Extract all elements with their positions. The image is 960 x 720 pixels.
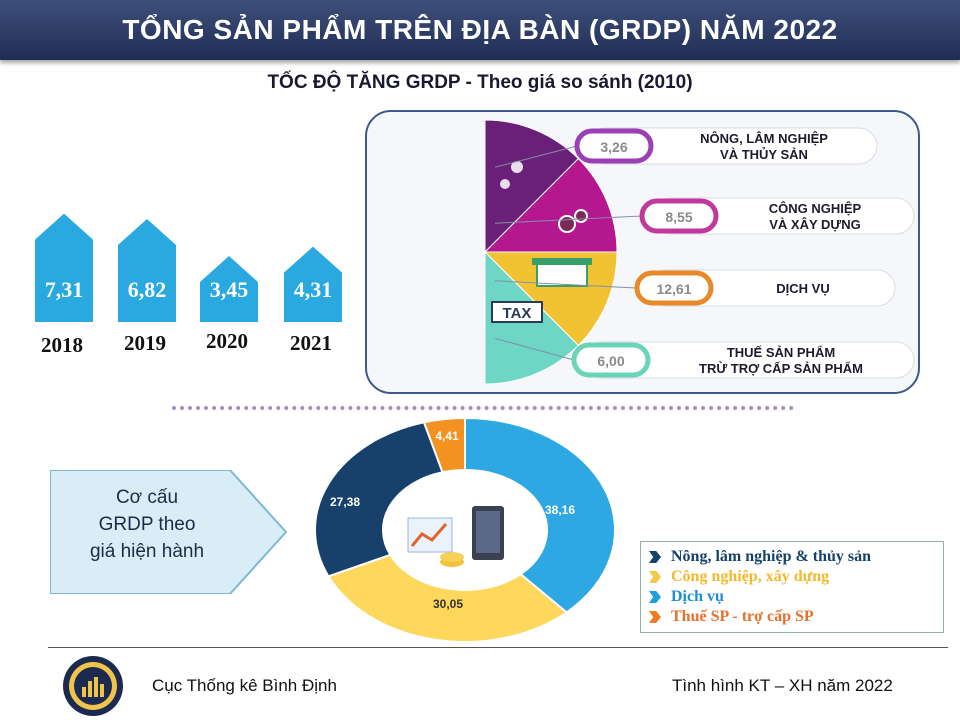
grdp-structure-donut: 38,16 30,05 27,38 4,41 <box>314 416 616 643</box>
legend-marker-icon <box>649 591 661 603</box>
bar-value-label: 3,45 <box>210 277 249 302</box>
sector-slice <box>483 157 618 253</box>
donut-value-label: 38,16 <box>545 503 575 517</box>
page-title: TỔNG SẢN PHẨM TRÊN ĐỊA BÀN (GRDP) NĂM 20… <box>122 14 838 45</box>
sector-name-label: VÀ XÂY DỰNG <box>769 217 860 232</box>
donut-slice <box>314 421 444 578</box>
legend-label: Dịch vụ <box>671 588 724 605</box>
shop-icon <box>536 263 588 287</box>
donut-value-label: 4,41 <box>435 429 459 443</box>
legend-label: Nông, lâm nghiệp & thủy sản <box>671 548 872 565</box>
bar-arrow <box>118 218 176 322</box>
sector-name-label: TRỪ TRỢ CẤP SẢN PHẨM <box>699 361 863 376</box>
sector-value-label: 8,55 <box>665 209 692 225</box>
bar-value-label: 4,31 <box>294 277 333 302</box>
donut-value-label: 30,05 <box>433 597 463 611</box>
shop-icon <box>532 258 592 265</box>
structure-callout: Cơ cấu GRDP theo giá hiện hành <box>52 484 242 565</box>
bar-value-label: 7,31 <box>45 277 84 302</box>
bar-year-label: 2021 <box>290 331 332 355</box>
connector-line <box>494 215 643 224</box>
sector-slice <box>484 119 580 254</box>
sector-name-label: NÔNG, LÂM NGHIỆP <box>700 131 828 146</box>
legend-item: Thuế SP - trợ cấp SP <box>649 607 935 627</box>
footer-report-title: Tình hình KT – XH năm 2022 <box>672 676 893 695</box>
donut-value-label: 27,38 <box>330 495 360 509</box>
legend-marker-icon <box>649 571 661 583</box>
donut-legend: Nông, lâm nghiệp & thủy sản Công nghiệp,… <box>640 541 944 633</box>
gear-icon <box>574 209 588 223</box>
legend-item: Nông, lâm nghiệp & thủy sản <box>649 547 935 567</box>
coin-icon <box>440 552 464 562</box>
legend-item: Công nghiệp, xây dựng <box>649 567 935 587</box>
legend-marker-icon <box>649 551 661 563</box>
chart-subtitle: TỐC ĐỘ TĂNG GRDP - Theo giá so sánh (201… <box>267 72 693 93</box>
tax-icon <box>491 301 543 323</box>
bar-arrow <box>35 213 93 322</box>
bar-value-label: 6,82 <box>128 277 167 302</box>
people-icon <box>500 179 510 189</box>
dotted-divider <box>172 406 794 410</box>
sector-value-badge <box>639 198 719 234</box>
sector-value-label: 3,26 <box>600 139 627 155</box>
callout-line: GRDP theo <box>98 514 196 535</box>
callout-line: giá hiện hành <box>89 541 205 562</box>
statistics-office-logo <box>63 656 123 716</box>
gear-icon <box>558 215 576 233</box>
connector-line <box>494 280 638 289</box>
footer-divider <box>48 647 948 648</box>
tax-icon-label: TAX <box>503 305 532 322</box>
connector-line <box>494 337 575 361</box>
sector-value-label: 12,61 <box>656 281 691 297</box>
legend-item: Dịch vụ <box>649 587 935 607</box>
donut-slice <box>326 553 569 643</box>
footer-organization: Cục Thống kê Bình Định <box>152 676 337 695</box>
sector-panel: TAX 3,26 NÔNG, LÂM NGHIỆP VÀ THỦY SẢN 8,55 CÔ… <box>365 110 920 394</box>
bar-arrow <box>284 246 342 322</box>
sector-value-badge <box>574 128 654 164</box>
legend-label: Công nghiệp, xây dựng <box>671 568 830 585</box>
sector-name-label: DỊCH VỤ <box>776 281 829 296</box>
bar-year-label: 2019 <box>124 331 166 355</box>
structure-callout-shape <box>50 470 288 594</box>
sector-name-label: CÔNG NGHIỆP <box>769 201 862 216</box>
bar-year-label: 2020 <box>206 329 248 353</box>
bar-arrow <box>200 256 258 322</box>
tablet-icon <box>476 511 500 553</box>
report-icon <box>410 523 448 547</box>
donut-slice <box>422 416 466 474</box>
sector-value-badge <box>634 270 714 306</box>
donut-slice <box>464 416 616 614</box>
connector-line <box>494 145 578 168</box>
sector-value-badge <box>571 342 651 378</box>
legend-marker-icon <box>649 611 661 623</box>
title-bar: TỔNG SẢN PHẨM TRÊN ĐỊA BÀN (GRDP) NĂM 20… <box>0 0 960 60</box>
people-icon <box>511 161 523 173</box>
callout-line: Cơ cấu <box>115 487 179 508</box>
report-icon <box>407 517 453 553</box>
sector-value-label: 6,00 <box>597 353 624 369</box>
bar-year-label: 2018 <box>41 333 83 357</box>
sector-name-label: VÀ THỦY SẢN <box>720 147 808 162</box>
sector-name-label: THUẾ SẢN PHẨM <box>727 345 835 360</box>
legend-label: Thuế SP - trợ cấp SP <box>671 608 814 625</box>
